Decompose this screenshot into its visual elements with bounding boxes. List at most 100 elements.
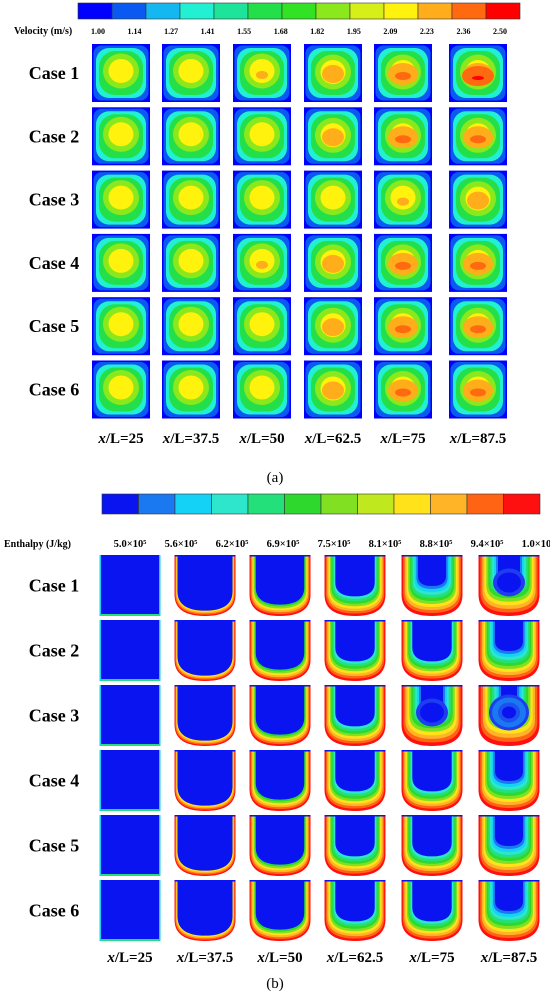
velocity-legend-swatch bbox=[281, 2, 317, 20]
enthalpy-contour-cell bbox=[478, 555, 540, 616]
enthalpy-legend-tick: 9.4×10⁵ bbox=[471, 539, 504, 550]
enthalpy-contour-cell bbox=[478, 750, 540, 811]
enthalpy-contour-cell bbox=[324, 880, 386, 941]
velocity-row-label: Case 3 bbox=[29, 190, 80, 210]
enthalpy-row-label: Case 3 bbox=[29, 706, 80, 726]
enthalpy-contour-cell bbox=[99, 750, 161, 811]
velocity-row-label: Case 1 bbox=[29, 63, 80, 83]
enthalpy-row-label: Case 1 bbox=[29, 576, 80, 596]
enthalpy-legend-tick: 5.0×10⁵ bbox=[114, 539, 147, 550]
velocity-legend-swatch bbox=[179, 2, 215, 20]
velocity-contour-cell bbox=[92, 233, 150, 292]
velocity-row-label: Case 6 bbox=[29, 380, 80, 400]
enthalpy-contour-cell bbox=[99, 880, 161, 941]
velocity-contour-cell bbox=[374, 297, 432, 356]
velocity-legend-tick: 1.41 bbox=[201, 27, 215, 36]
enthalpy-legend-swatch bbox=[466, 493, 504, 515]
enthalpy-contour-cell bbox=[401, 555, 463, 616]
velocity-legend-tick: 1.68 bbox=[274, 27, 288, 36]
velocity-contour-cell bbox=[233, 233, 291, 292]
enthalpy-contour-cell bbox=[478, 880, 540, 941]
panel-b-caption: (b) bbox=[266, 976, 284, 992]
velocity-contour-cell bbox=[374, 107, 432, 166]
velocity-column-label: x/L=75 bbox=[379, 431, 425, 447]
velocity-contour-cell bbox=[449, 360, 507, 419]
velocity-contour-cell bbox=[162, 297, 220, 356]
velocity-contour-cell bbox=[304, 44, 362, 102]
velocity-contour-cell bbox=[304, 170, 362, 229]
velocity-contour-cell bbox=[92, 107, 150, 166]
enthalpy-contour-cell bbox=[249, 620, 311, 681]
enthalpy-contour-cell bbox=[249, 880, 311, 941]
velocity-column-label: x/L=50 bbox=[238, 431, 284, 447]
velocity-contour-cell bbox=[92, 170, 150, 229]
velocity-column-label: x/L=25 bbox=[97, 431, 143, 447]
velocity-legend-swatch bbox=[315, 2, 351, 20]
velocity-contour-cell bbox=[233, 44, 291, 102]
enthalpy-contour-grid: Case 1 Case 2 Case 3 Case 4 Case 5 Case 6 x/L=… bbox=[29, 555, 540, 966]
enthalpy-contour-cell bbox=[174, 685, 236, 746]
enthalpy-contour-cell bbox=[324, 815, 386, 876]
enthalpy-contour-cell bbox=[478, 685, 540, 746]
velocity-legend-swatch bbox=[213, 2, 249, 20]
enthalpy-legend-swatch bbox=[138, 493, 176, 515]
enthalpy-legend-tick: 1.0×10⁶ bbox=[522, 539, 550, 550]
enthalpy-legend-swatch bbox=[174, 493, 212, 515]
velocity-contour-cell bbox=[449, 297, 507, 356]
enthalpy-legend-tick: 8.8×10⁵ bbox=[420, 539, 453, 550]
velocity-contour-cell bbox=[233, 107, 291, 166]
velocity-legend-swatch bbox=[145, 2, 181, 20]
enthalpy-contour-cell bbox=[99, 620, 161, 681]
velocity-legend-tick: 1.95 bbox=[347, 27, 361, 36]
velocity-legend: 1.00 1.14 1.27 1.41 1.55 1.68 1.82 1.95 2.09 2.23… bbox=[77, 2, 521, 36]
velocity-row-label: Case 2 bbox=[29, 126, 80, 146]
velocity-contour-cell bbox=[162, 107, 220, 166]
enthalpy-legend-tick: 8.1×10⁵ bbox=[369, 539, 402, 550]
enthalpy-contour-cell bbox=[401, 815, 463, 876]
velocity-contour-cell bbox=[162, 233, 220, 292]
velocity-legend-tick: 1.14 bbox=[128, 27, 142, 36]
velocity-contour-cell bbox=[374, 233, 432, 292]
velocity-contour-cell bbox=[162, 170, 220, 229]
enthalpy-legend-tick: 7.5×10⁵ bbox=[318, 539, 351, 550]
enthalpy-row-label: Case 2 bbox=[29, 641, 80, 661]
velocity-panel-a: 1.00 1.14 1.27 1.41 1.55 1.68 1.82 1.95 2.09 2.23… bbox=[14, 2, 521, 486]
velocity-contour-cell bbox=[162, 360, 220, 419]
velocity-legend-tick: 2.09 bbox=[383, 27, 397, 36]
enthalpy-contour-cell bbox=[401, 685, 463, 746]
enthalpy-contour-cell bbox=[478, 815, 540, 876]
enthalpy-contour-cell bbox=[324, 750, 386, 811]
enthalpy-legend-tick: 6.9×10⁵ bbox=[267, 539, 300, 550]
enthalpy-column-label: x/L=50 bbox=[256, 950, 302, 966]
enthalpy-legend-swatch bbox=[393, 493, 431, 515]
velocity-legend-tick: 1.00 bbox=[91, 27, 105, 36]
enthalpy-legend: 5.0×10⁵ 5.6×10⁵ 6.2×10⁵ 6.9×10⁵ 7.5×10⁵ 8.1×1… bbox=[101, 493, 550, 550]
enthalpy-contour-cell bbox=[324, 555, 386, 616]
velocity-contour-cell bbox=[233, 297, 291, 356]
velocity-column-label: x/L=37.5 bbox=[162, 431, 219, 447]
velocity-row-label: Case 4 bbox=[29, 253, 80, 273]
panel-a-caption: (a) bbox=[267, 470, 284, 486]
enthalpy-row-label: Case 4 bbox=[29, 771, 80, 791]
velocity-contour-cell bbox=[92, 44, 150, 102]
velocity-column-label: x/L=62.5 bbox=[304, 431, 361, 447]
enthalpy-row-label: Case 6 bbox=[29, 901, 80, 921]
enthalpy-contour-cell bbox=[324, 685, 386, 746]
velocity-legend-tick: 1.55 bbox=[237, 27, 251, 36]
enthalpy-legend-swatch bbox=[503, 493, 541, 515]
enthalpy-contour-cell bbox=[174, 620, 236, 681]
enthalpy-contour-cell bbox=[249, 685, 311, 746]
enthalpy-legend-swatch bbox=[357, 493, 395, 515]
velocity-contour-cell bbox=[449, 44, 507, 102]
enthalpy-column-label: x/L=87.5 bbox=[480, 950, 537, 966]
enthalpy-contour-cell bbox=[401, 620, 463, 681]
velocity-contour-cell bbox=[374, 360, 432, 419]
velocity-contour-cell bbox=[92, 297, 150, 356]
velocity-legend-swatch bbox=[451, 2, 487, 20]
velocity-contour-cell bbox=[304, 297, 362, 356]
velocity-legend-swatch bbox=[111, 2, 147, 20]
velocity-legend-swatch bbox=[417, 2, 453, 20]
velocity-contour-cell bbox=[304, 107, 362, 166]
enthalpy-legend-swatch bbox=[284, 493, 322, 515]
velocity-contour-cell bbox=[92, 360, 150, 419]
